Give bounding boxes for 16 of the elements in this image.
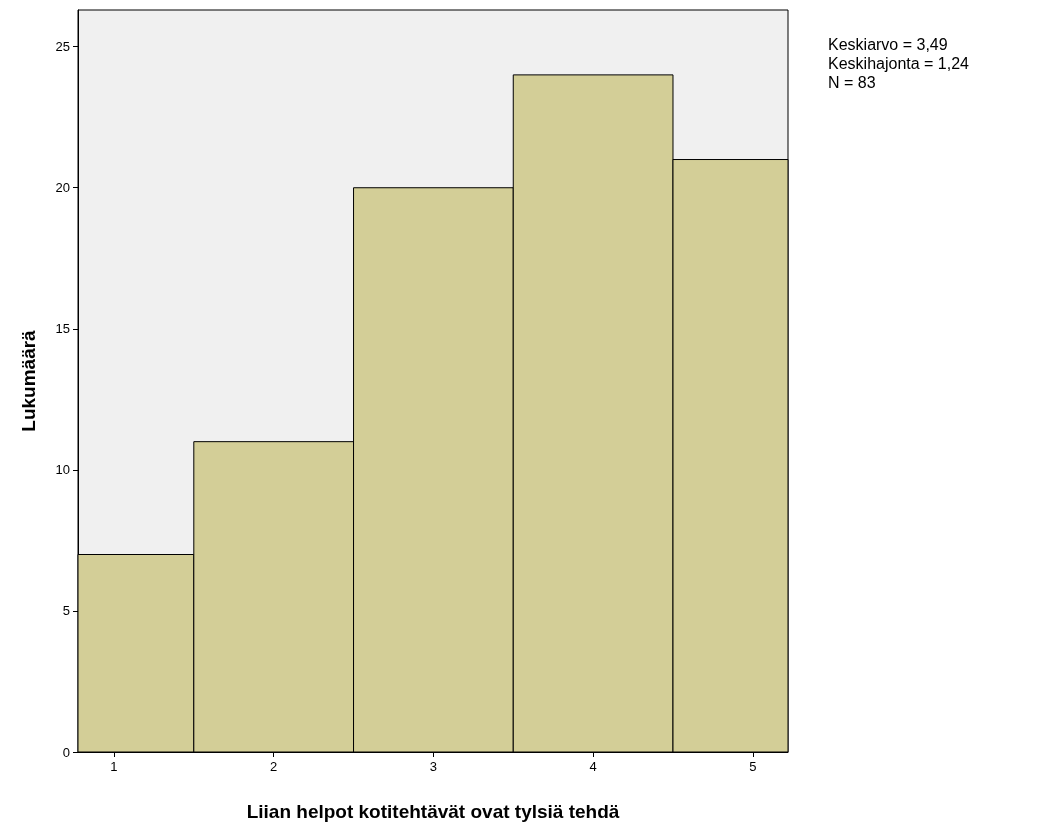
x-tick-label: 4 [589, 759, 597, 774]
x-tick-label: 1 [110, 759, 118, 774]
x-tick-label: 3 [429, 759, 438, 774]
y-axis-title: Lukumäärä [18, 329, 39, 432]
y-tick-label: 15 [55, 321, 70, 337]
text: Keskihajonta = 1,24 [828, 54, 970, 72]
x-tick-label: 2 [270, 759, 278, 774]
text: N = 83 [828, 73, 876, 91]
x-axis-title: Liian helpot kotitehtävät ovat tylsiä tehdä [246, 801, 620, 822]
y-tick-label: 5 [62, 603, 70, 619]
text: Keskiarvo = 3,49 [828, 35, 948, 53]
y-tick-label: 0 [62, 744, 70, 760]
y-tick-label: 25 [55, 39, 70, 55]
x-tick-label: 5 [749, 759, 757, 774]
y-tick-label: 20 [55, 180, 70, 196]
y-tick-label: 10 [55, 462, 70, 478]
